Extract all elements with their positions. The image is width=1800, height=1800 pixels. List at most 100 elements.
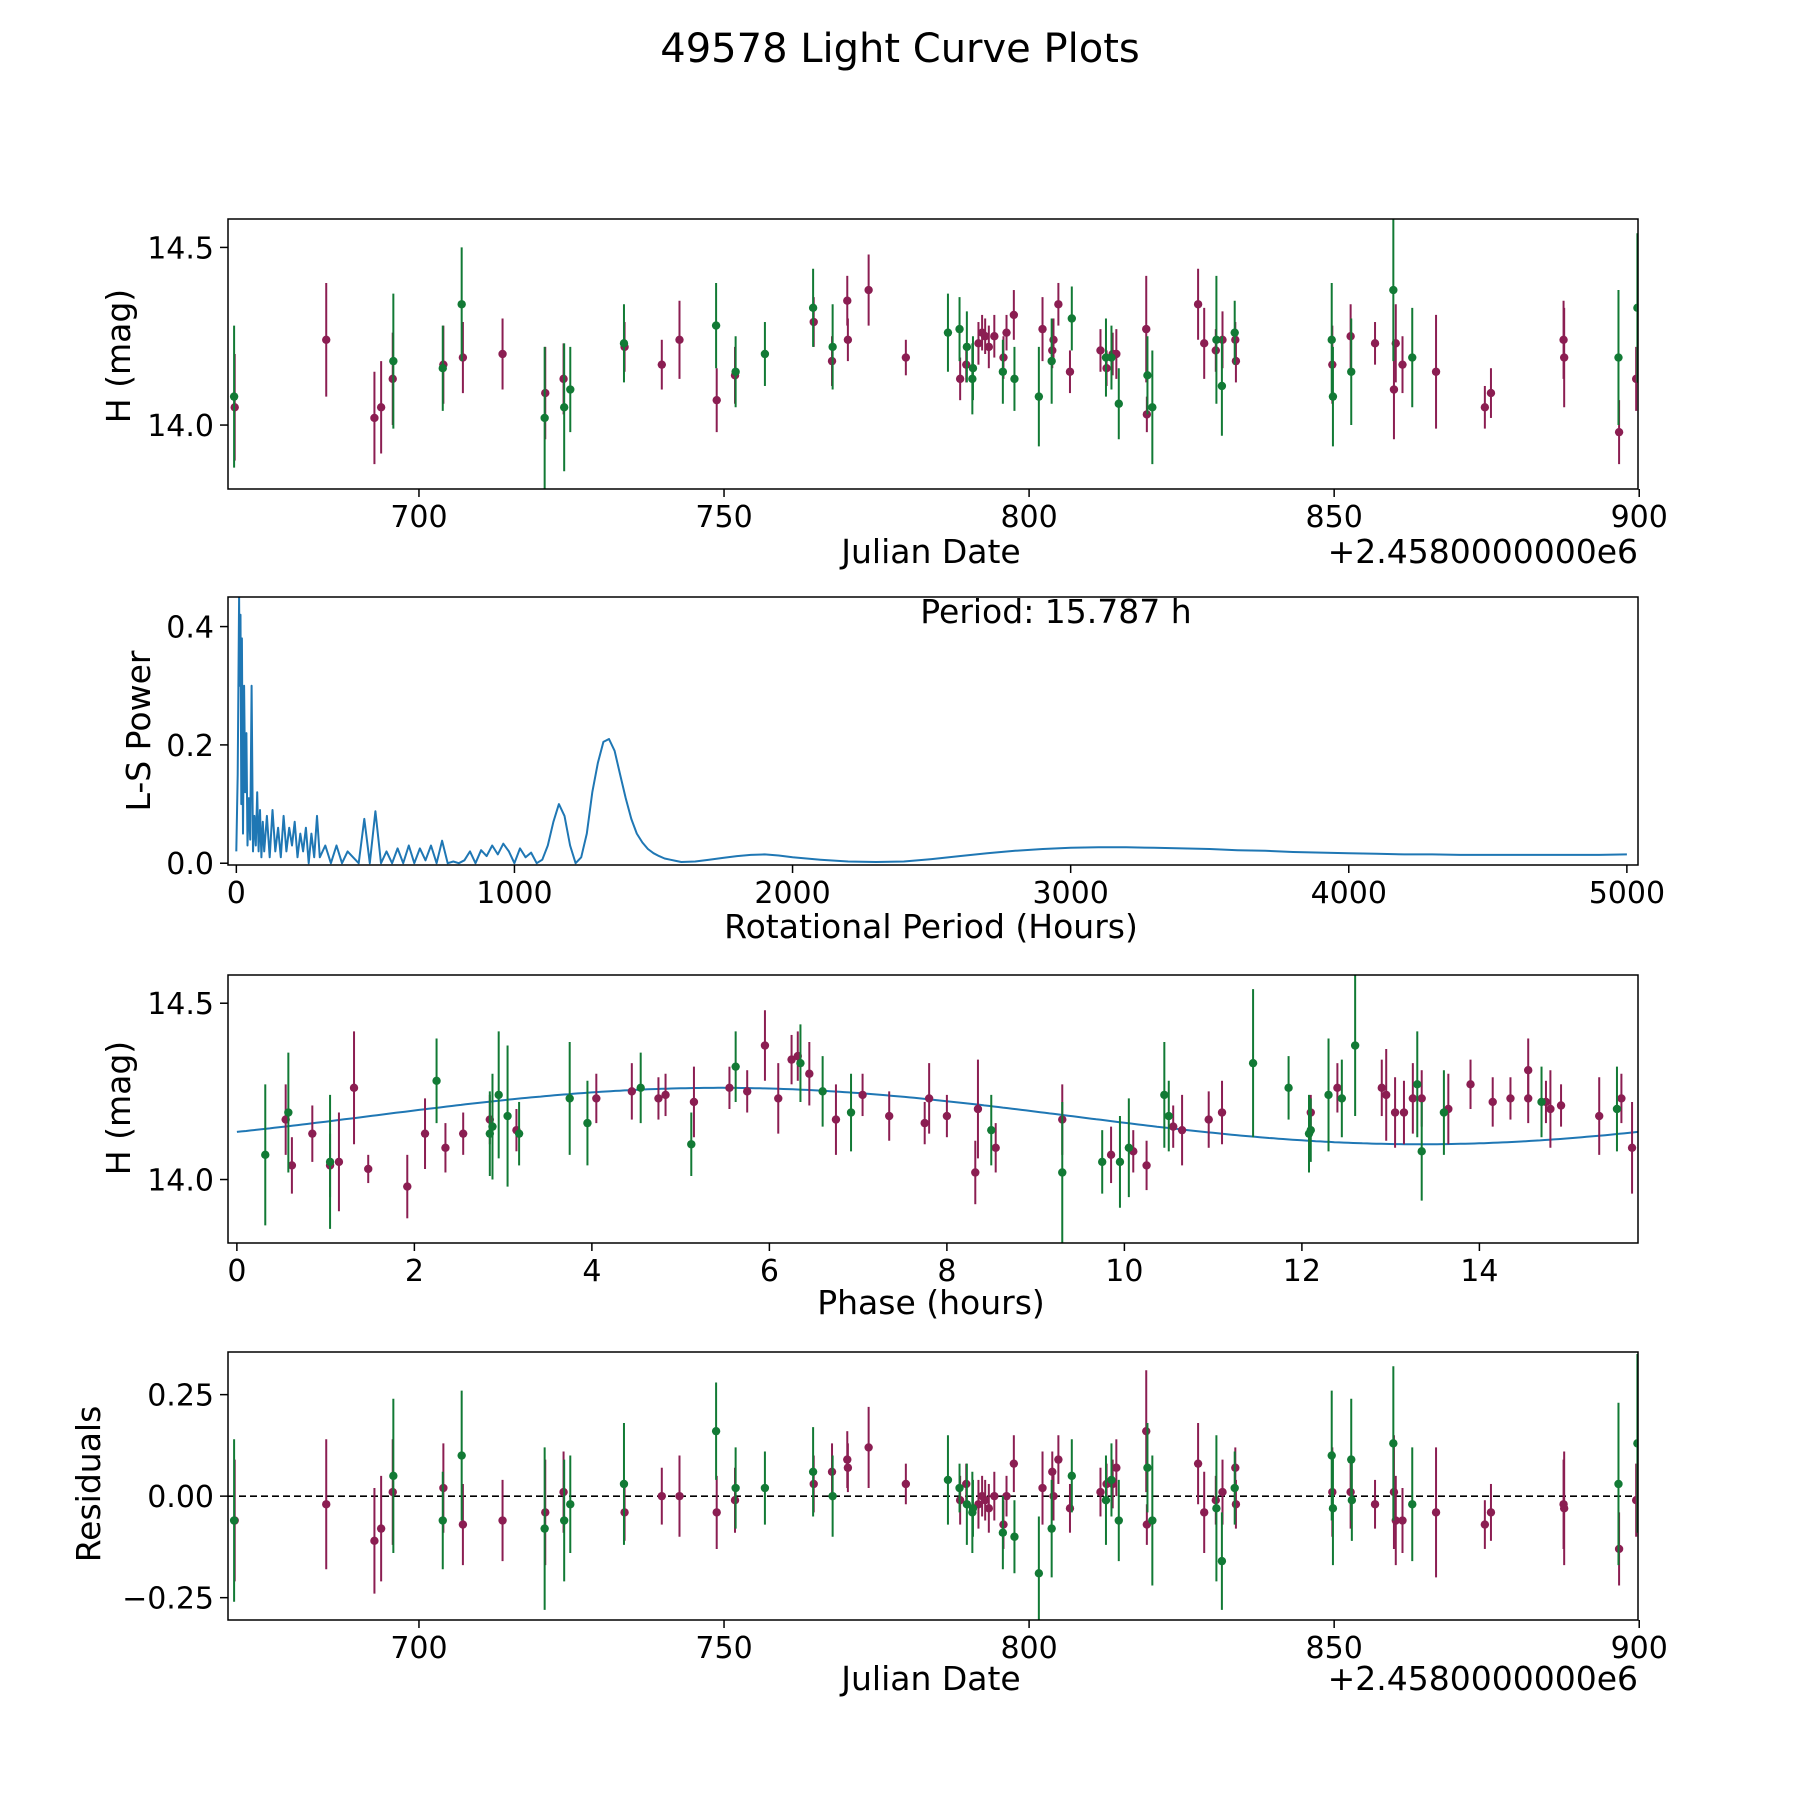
residuals-band_a-point xyxy=(1112,1463,1121,1472)
residuals-band_a-point xyxy=(1431,1508,1441,1517)
lightcurve-band_a-point xyxy=(657,360,666,369)
periodogram-ylabel: L-S Power xyxy=(119,650,158,811)
phased-band_a-point xyxy=(1169,1122,1178,1131)
lightcurve-band_b-point xyxy=(1107,353,1116,362)
residuals-xtick-label: 750 xyxy=(695,1631,752,1666)
lightcurve-plot-area xyxy=(229,219,1638,489)
phased-band_a-point xyxy=(364,1164,373,1174)
lightcurve-band_a-point xyxy=(498,349,507,359)
phased-band_a-point xyxy=(1417,1094,1426,1103)
phased-band_b-point xyxy=(432,1076,441,1085)
residuals-band_a-point xyxy=(322,1500,331,1509)
phased-xtick-label: 0 xyxy=(227,1254,246,1289)
lightcurve-band_a-point xyxy=(1398,360,1407,369)
phased-band_a-point xyxy=(973,1104,983,1114)
residuals-band_a-point xyxy=(1193,1459,1203,1468)
phased-xtick-label: 2 xyxy=(405,1254,424,1289)
lightcurve-band_b-point xyxy=(1633,303,1638,313)
residuals-band_b-point xyxy=(1408,1500,1417,1509)
phased-band_a-point xyxy=(1524,1066,1533,1075)
phased-band_b-point xyxy=(583,1118,592,1128)
phased-band_a-point xyxy=(627,1087,637,1096)
lightcurve-band_a-point xyxy=(901,353,911,362)
phased-band_a-point xyxy=(441,1143,450,1152)
phased-xtick-label: 12 xyxy=(1283,1254,1321,1289)
periodogram-ytick-label: 0.0 xyxy=(166,847,214,882)
phased-band_b-point xyxy=(565,1094,574,1103)
phased-band_b-point xyxy=(687,1140,696,1149)
residuals-xlabel: Julian Date xyxy=(839,1659,1021,1698)
phased-band_b-point xyxy=(1124,1143,1134,1152)
panel-lightcurve: H (mag) Julian Date +2.4580000000e6 700 7… xyxy=(99,218,1668,571)
residuals-band_b-point xyxy=(1328,1504,1338,1513)
residuals-ylabel: Residuals xyxy=(69,1406,108,1563)
lightcurve-band_b-point xyxy=(566,385,575,394)
phased-band_a-point xyxy=(1408,1094,1418,1103)
phased-band_a-point xyxy=(1382,1090,1391,1100)
phased-ytick-label: 14.0 xyxy=(147,1164,214,1199)
phased-band_b-point xyxy=(488,1122,497,1131)
lightcurve-band_a-point xyxy=(1559,353,1569,362)
lightcurve-xlabel: Julian Date xyxy=(839,532,1021,571)
residuals-band_a-point xyxy=(990,1491,999,1501)
residuals-ytick-label: 0.00 xyxy=(147,1480,214,1515)
phased-plot-area xyxy=(236,975,1638,1243)
periodogram-xtick-label: 3000 xyxy=(1032,876,1108,911)
phased-axes-frame xyxy=(227,974,1639,1244)
lightcurve-band_b-point xyxy=(1389,285,1398,295)
residuals-band_a-point xyxy=(458,1520,468,1529)
residuals-band_b-point xyxy=(457,1451,466,1460)
phased-band_a-point xyxy=(661,1090,670,1100)
periodogram-power-line xyxy=(235,597,1627,865)
panel-periodogram: L-S Power Rotational Period (Hours) Peri… xyxy=(119,592,1665,946)
lightcurve-band_b-point xyxy=(1010,374,1019,384)
phased-band_b-point xyxy=(494,1090,503,1100)
phased-band_b-point xyxy=(1537,1097,1546,1107)
residuals-band_b-point xyxy=(1067,1471,1077,1481)
phased-xtick-label: 8 xyxy=(937,1254,956,1289)
phased-fit-curve xyxy=(236,1086,1638,1146)
lightcurve-band_a-point xyxy=(1002,328,1011,337)
residuals-band_a-point xyxy=(498,1516,507,1525)
residuals-band_b-point xyxy=(828,1491,837,1501)
lightcurve-band_a-point xyxy=(1096,346,1105,355)
phased-band_b-point xyxy=(731,1062,740,1071)
lightcurve-band_b-point xyxy=(1328,392,1338,401)
phased-band_a-point xyxy=(858,1090,867,1100)
residuals-band_a-point xyxy=(843,1463,853,1472)
residuals-band_a-point xyxy=(1002,1491,1011,1501)
residuals-band_b-point xyxy=(968,1504,978,1513)
residuals-band_b-point xyxy=(1614,1479,1623,1489)
phased-band_a-point xyxy=(403,1182,412,1191)
residuals-band_a-point xyxy=(1049,1491,1058,1501)
phased-band_b-point xyxy=(1058,1168,1067,1177)
phased-band_a-point xyxy=(1217,1108,1227,1117)
phased-band_a-point xyxy=(1627,1143,1637,1152)
phased-band_a-point xyxy=(1556,1101,1566,1110)
phased-band_b-point xyxy=(1324,1090,1333,1100)
lightcurve-band_a-point xyxy=(370,413,379,423)
residuals-band_a-point xyxy=(1009,1459,1019,1468)
lightcurve-band_b-point xyxy=(731,367,740,376)
phased-band_a-point xyxy=(592,1094,601,1103)
phased-band_b-point xyxy=(796,1058,805,1068)
phased-band_a-point xyxy=(689,1097,699,1107)
lightcurve-band_a-point xyxy=(843,296,852,305)
residuals-band_a-point xyxy=(1231,1500,1241,1509)
phased-band_a-point xyxy=(458,1129,468,1138)
residuals-xtick-label: 800 xyxy=(1000,1631,1057,1666)
residuals-xtick-label: 900 xyxy=(1611,1631,1668,1666)
residuals-band_a-point xyxy=(675,1491,684,1501)
phased-ylabel: H (mag) xyxy=(99,1041,138,1175)
residuals-xtick-label: 700 xyxy=(390,1631,447,1666)
residuals-axes-frame xyxy=(227,1351,1639,1621)
phased-xtick-label: 4 xyxy=(582,1254,601,1289)
residuals-band_b-point xyxy=(731,1483,740,1493)
residuals-band_a-point xyxy=(1096,1487,1105,1497)
residuals-band_b-point xyxy=(1327,1451,1336,1460)
residuals-band_a-point xyxy=(1038,1483,1047,1493)
lightcurve-band_a-point xyxy=(1370,339,1380,348)
phased-band_a-point xyxy=(1204,1115,1213,1124)
phased-band_b-point xyxy=(1284,1083,1293,1093)
